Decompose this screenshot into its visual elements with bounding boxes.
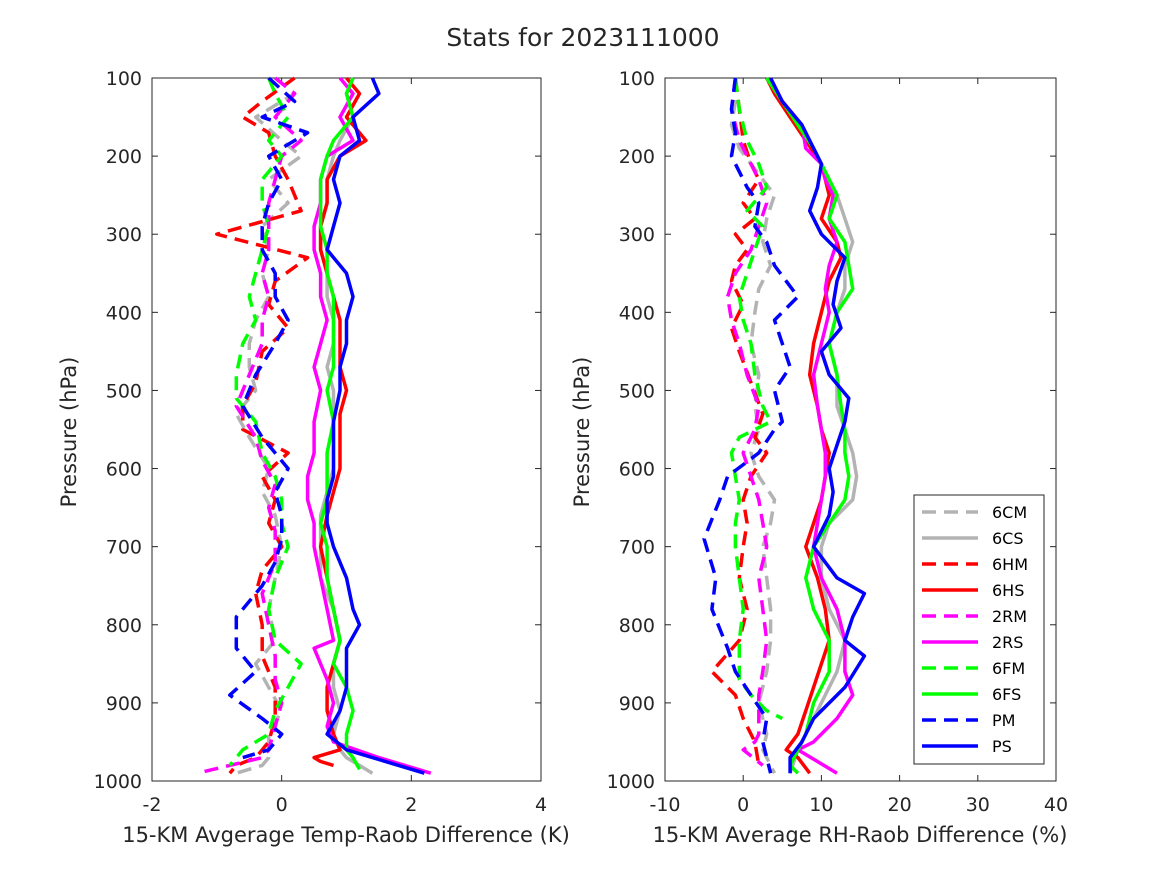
temp-xtick-label: 2	[405, 794, 417, 816]
rh-series-6hm	[710, 77, 769, 766]
temp-panel: -2 0 2 4 100 200 300 400 500 600 700 800 900 1000 15-…	[57, 68, 570, 847]
rh-ytick-label: 900	[619, 693, 655, 715]
temp-axis-ticks: -2 0 2 4 100 200 300 400 500 600 700 800 900 1000	[94, 68, 547, 816]
temp-ytick-label: 700	[106, 537, 142, 559]
temp-ytick-label: 500	[106, 380, 142, 402]
temp-series-group	[196, 76, 432, 775]
temp-ytick-label: 400	[106, 302, 142, 324]
rh-ytick-label: 100	[619, 68, 655, 90]
rh-series-2rm	[725, 77, 769, 767]
rh-series-6fs	[765, 77, 855, 775]
temp-series-2rm	[196, 76, 303, 775]
temp-series-ps	[325, 77, 425, 775]
legend-label-pm: PM	[992, 711, 1015, 730]
legend: 6CM 6CS 6HM 6HS 2RM 2RS 6FM 6FS PM PS	[913, 494, 1045, 765]
rh-series-group	[702, 77, 867, 775]
temp-series-6fm	[228, 77, 303, 767]
rh-x-axis-label: 15-KM Average RH-Raob Difference (%)	[653, 823, 1068, 847]
rh-ytick-label: 500	[619, 380, 655, 402]
temp-ytick-label: 800	[106, 615, 142, 637]
rh-series-ps	[769, 77, 867, 774]
rh-ytick-label: 700	[619, 537, 655, 559]
legend-label-6cs: 6CS	[992, 529, 1024, 548]
temp-series-6hm	[215, 76, 310, 775]
temp-ytick-label: 600	[106, 459, 142, 481]
rh-ytick-label: 400	[619, 302, 655, 324]
legend-label-6fm: 6FM	[992, 659, 1025, 678]
legend-label-6hm: 6HM	[992, 555, 1028, 574]
rh-xtick-label: 0	[737, 794, 749, 816]
temp-ytick-label: 900	[106, 693, 142, 715]
legend-label-2rm: 2RM	[992, 607, 1027, 626]
rh-y-axis-label: Pressure (hPa)	[570, 357, 594, 508]
temp-ytick-label: 200	[106, 146, 142, 168]
legend-label-2rs: 2RS	[992, 633, 1023, 652]
temp-ytick-label: 100	[106, 68, 142, 90]
rh-xtick-label: 20	[888, 794, 912, 816]
temp-ytick-label: 1000	[94, 771, 142, 793]
rh-series-2rs	[765, 77, 855, 775]
temp-ytick-label: 300	[106, 224, 142, 246]
rh-xtick-label: 30	[966, 794, 990, 816]
rh-xtick-label: 10	[809, 794, 833, 816]
temp-series-pm	[228, 76, 310, 760]
rh-ytick-label: 200	[619, 146, 655, 168]
rh-xtick-label: 40	[1044, 794, 1068, 816]
rh-series-6fm	[729, 77, 784, 721]
legend-box	[913, 494, 1045, 765]
rh-series-6cm	[729, 78, 777, 774]
legend-label-6hs: 6HS	[992, 581, 1024, 600]
rh-ytick-label: 600	[619, 459, 655, 481]
rh-series-pm	[702, 77, 800, 774]
temp-series-6hs	[312, 76, 368, 768]
rh-plot-frame	[664, 77, 1057, 782]
legend-label-ps: PS	[992, 737, 1012, 756]
temp-xtick-label: 0	[276, 794, 288, 816]
temp-xtick-label: -2	[143, 794, 162, 816]
rh-xtick-label: -10	[649, 794, 680, 816]
rh-panel: -10 0 10 20 30 40 100 200 300 400 500 600 700 800 900 1…	[570, 68, 1068, 847]
rh-ytick-label: 300	[619, 224, 655, 246]
legend-label-6fs: 6FS	[992, 685, 1021, 704]
legend-label-6cm: 6CM	[992, 503, 1027, 522]
figure-title: Stats for 2023111000	[446, 23, 719, 52]
rh-ytick-label: 800	[619, 615, 655, 637]
rh-axis-ticks: -10 0 10 20 30 40 100 200 300 400 500 600 700 800 900 1…	[607, 68, 1068, 816]
temp-y-axis-label: Pressure (hPa)	[57, 357, 81, 508]
rh-ytick-label: 1000	[607, 771, 655, 793]
temp-x-axis-label: 15-KM Avgerage Temp-Raob Difference (K)	[122, 823, 570, 847]
temp-xtick-label: 4	[535, 794, 547, 816]
